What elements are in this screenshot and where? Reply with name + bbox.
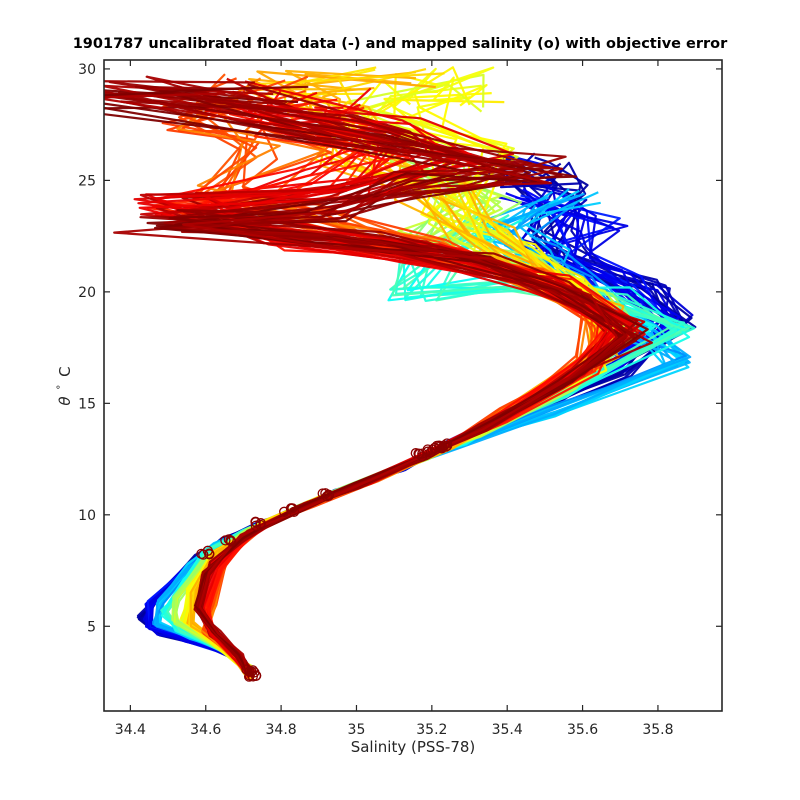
y-tick-label: 5 (87, 619, 96, 635)
x-tick-label: 35.8 (642, 722, 673, 738)
mapped-salinity-marker (250, 517, 261, 528)
x-tick-label: 35 (348, 722, 366, 738)
x-tick-label: 35.6 (567, 722, 598, 738)
x-tick-label: 35.4 (492, 722, 523, 738)
mapped-salinity-marker (429, 442, 440, 454)
y-tick-label: 20 (78, 285, 96, 301)
x-tick-label: 34.8 (266, 722, 297, 738)
y-tick-label: 10 (78, 508, 96, 524)
y-axis-symbol: θ (56, 396, 74, 405)
y-tick-label: 15 (78, 396, 96, 412)
mapped-salinity-marker (241, 664, 252, 675)
series-layer (104, 66, 697, 681)
x-axis-label: Salinity (PSS-78) (351, 738, 476, 756)
y-axis-degree: ° (56, 385, 67, 390)
x-axis: 34.4 34.6 34.8 35 35.2 35.4 35.6 35.8 (115, 60, 674, 738)
y-axis-unit: C (56, 366, 74, 376)
chart-title: 1901787 uncalibrated float data (-) and … (72, 36, 728, 52)
mapped-salinity-marker (247, 665, 259, 676)
profile-line (104, 86, 649, 674)
mapped-marker-layer (196, 438, 453, 682)
mapped-salinity-marker (250, 520, 261, 531)
mapped-salinity-marker (225, 535, 236, 547)
mapped-salinity-marker (246, 666, 257, 677)
mapped-salinity-marker (410, 448, 421, 459)
mapped-salinity-marker (288, 506, 300, 518)
plot-frame (103, 59, 723, 712)
x-tick-label: 34.6 (190, 722, 221, 738)
mapped-salinity-marker (223, 534, 234, 545)
mapped-salinity-marker (204, 549, 215, 560)
y-axis-label: θ ° C (50, 366, 74, 405)
x-tick-label: 34.4 (115, 722, 146, 738)
mapped-salinity-marker (436, 443, 447, 454)
profile-line (104, 92, 618, 674)
mapped-salinity-marker (435, 441, 446, 452)
y-tick-label: 25 (78, 173, 96, 189)
mapped-salinity-marker (196, 548, 207, 560)
x-tick-label: 35.2 (416, 722, 447, 738)
mapped-salinity-marker (323, 489, 334, 500)
y-axis: 5 10 15 20 25 30 (78, 62, 722, 635)
mapped-salinity-marker (255, 518, 266, 529)
mapped-salinity-marker (442, 440, 453, 451)
y-tick-label: 30 (78, 62, 96, 78)
